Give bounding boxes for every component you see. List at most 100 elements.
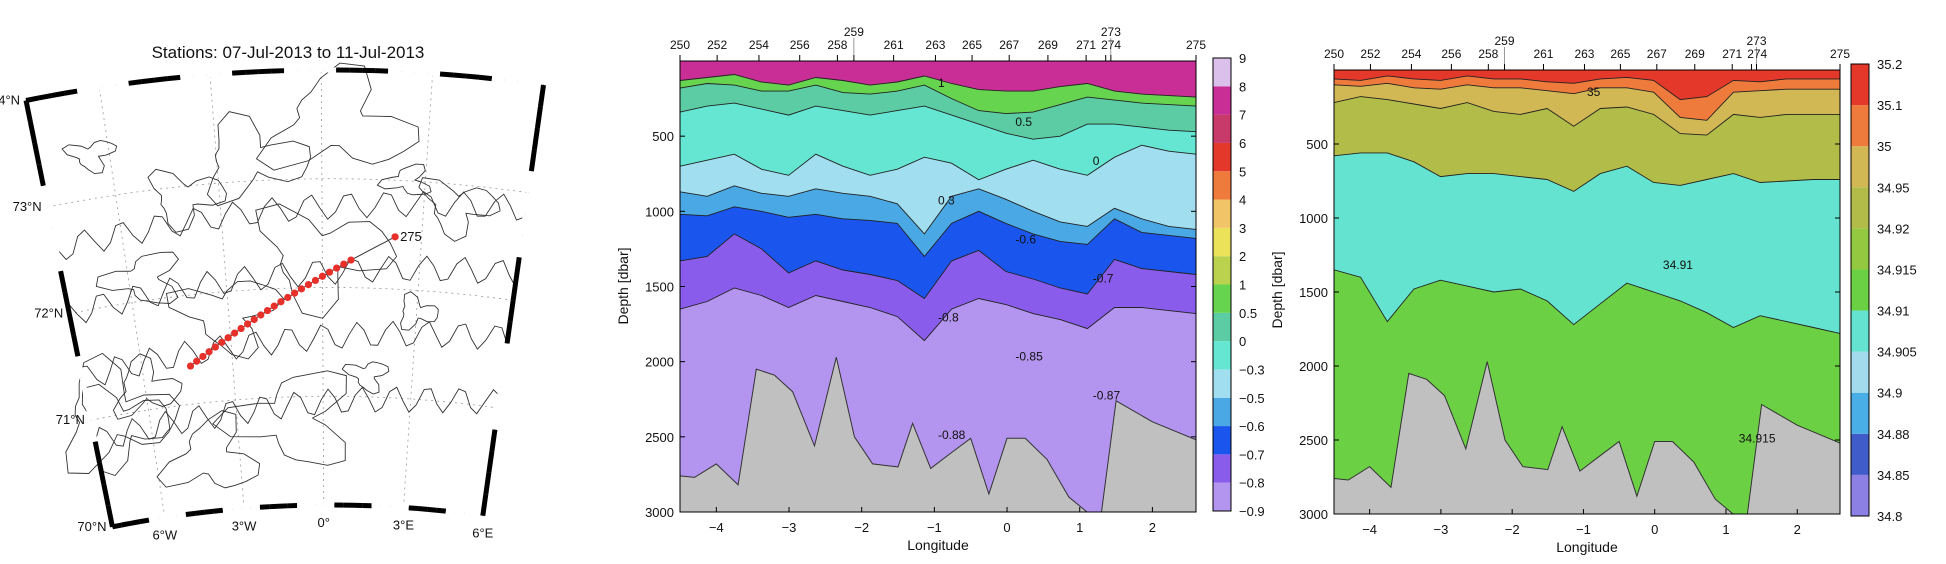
lon-label: 0° (318, 515, 330, 530)
map-frame-band (76, 86, 91, 94)
colorbar-label: −0.3 (1239, 362, 1265, 377)
map-frame-band (489, 429, 498, 452)
station-marker (237, 324, 245, 333)
station-label: 254 (1401, 47, 1421, 61)
map-frame-band (507, 299, 516, 323)
map-frame-band (464, 510, 474, 517)
map-frame-band (501, 343, 510, 366)
map-frame-band (32, 142, 42, 165)
map-frame-band (89, 84, 104, 92)
colorbar-label: 2 (1239, 249, 1246, 264)
bathymetry-contour (376, 163, 432, 196)
map-graticule-labels: 275 70°N 71°N 72°N 73°N 74°N 6°W 3°W 0° 3°E 6°E (0, 92, 494, 542)
station-label: 263 (925, 38, 945, 52)
map-frame-band (241, 505, 251, 512)
bathymetry-contour (55, 190, 526, 261)
bathymetry-contour (66, 255, 516, 324)
map-frame-band (176, 512, 187, 519)
map-frame-band (66, 313, 77, 336)
station-label: 259 (1495, 34, 1515, 48)
colorbar-segment (1851, 310, 1869, 352)
map-frame-band (408, 505, 419, 512)
colorbar-label: 6 (1239, 136, 1246, 151)
map-frame-band (537, 84, 546, 107)
contour-label: 34.91 (1663, 258, 1693, 272)
colorbar-segment (1213, 256, 1231, 285)
map-frame-band (399, 504, 409, 511)
contour-label: 35 (1587, 85, 1601, 99)
map-frame-band (436, 507, 447, 514)
colorbar-segment (1213, 426, 1231, 455)
map-frame-band (222, 506, 233, 513)
bathymetry-contour (61, 139, 118, 175)
station-marker (284, 293, 292, 302)
x-tick-label: 2 (1794, 522, 1801, 537)
map-frame-band (79, 377, 89, 400)
map-frame-band (498, 364, 507, 387)
x-tick-label: −1 (1576, 522, 1591, 537)
map-frame-band (400, 69, 415, 75)
y-tick-label: 1500 (645, 280, 674, 295)
colorbar-label: −0.7 (1239, 447, 1265, 462)
map-frame-band (102, 82, 117, 90)
map-frame-band (130, 519, 141, 526)
x-tick-label: 2 (1149, 520, 1156, 535)
colorbar-label: 34.8 (1877, 509, 1902, 524)
station-label: 250 (670, 38, 690, 52)
bathymetry-contour (95, 251, 180, 304)
map-frame-band (27, 121, 38, 144)
colorbar-label: 35.2 (1877, 57, 1902, 72)
map-frame-band (245, 69, 259, 75)
bathymetry-contour (206, 111, 311, 207)
station-label: 261 (884, 38, 904, 52)
station-marker (230, 329, 239, 337)
map-frame-band (62, 291, 72, 315)
station-marker (250, 315, 258, 324)
map-frame-band (63, 88, 78, 96)
salinity-ylabel: Depth [dbar] (1269, 251, 1285, 328)
station-label: 258 (827, 38, 847, 52)
map-frame-band (510, 278, 519, 301)
map-frame-band (465, 73, 480, 80)
salinity-xlabel: Longitude (1556, 539, 1618, 555)
bathymetry-contour (212, 370, 347, 466)
station-label: 256 (790, 38, 810, 52)
station-label: 261 (1533, 47, 1553, 61)
colorbar-frame (1212, 57, 1232, 512)
station-label: 267 (999, 38, 1019, 52)
map-frame-band (84, 398, 94, 421)
x-tick-label: −1 (927, 520, 942, 535)
colorbar-label: −0.6 (1239, 419, 1265, 434)
colorbar-segment (1851, 146, 1869, 188)
map-frame-band (92, 441, 102, 464)
station-label: 274 (1101, 38, 1121, 52)
y-tick-label: 500 (652, 129, 674, 144)
colorbar-segment (1851, 105, 1869, 147)
map-frame-band (58, 270, 68, 293)
y-tick-label: 2000 (645, 355, 674, 370)
map-frame-band (148, 516, 159, 523)
colorbar-segment (1213, 86, 1231, 115)
contour-label: 0.3 (938, 193, 955, 207)
station-label: 259 (844, 25, 864, 39)
x-tick-label: −3 (1433, 522, 1448, 537)
seafloor (680, 357, 1196, 512)
colorbar-segment (1851, 269, 1869, 311)
bathymetry-contour (255, 203, 398, 319)
station-marker (340, 260, 348, 268)
bathymetry-contour (341, 361, 390, 395)
bathymetry-contour (165, 280, 285, 360)
contour-label: 34.915 (1739, 431, 1776, 445)
station-label: 269 (1685, 47, 1705, 61)
map-frame-band (534, 106, 543, 129)
station-marker (277, 298, 285, 306)
contour-label: 1 (938, 76, 945, 90)
contour-label: -0.7 (1093, 271, 1114, 285)
map-frame-band (101, 483, 111, 507)
map-frame-band (97, 462, 107, 485)
colorbar-segment (1213, 312, 1231, 342)
x-tick-label: 0 (1651, 522, 1658, 537)
map-frame-band (194, 509, 205, 516)
salinity-colorbar: 34.8 34.85 34.88 34.9 34.905 34.91 34.915 34.92… (1850, 57, 1917, 524)
